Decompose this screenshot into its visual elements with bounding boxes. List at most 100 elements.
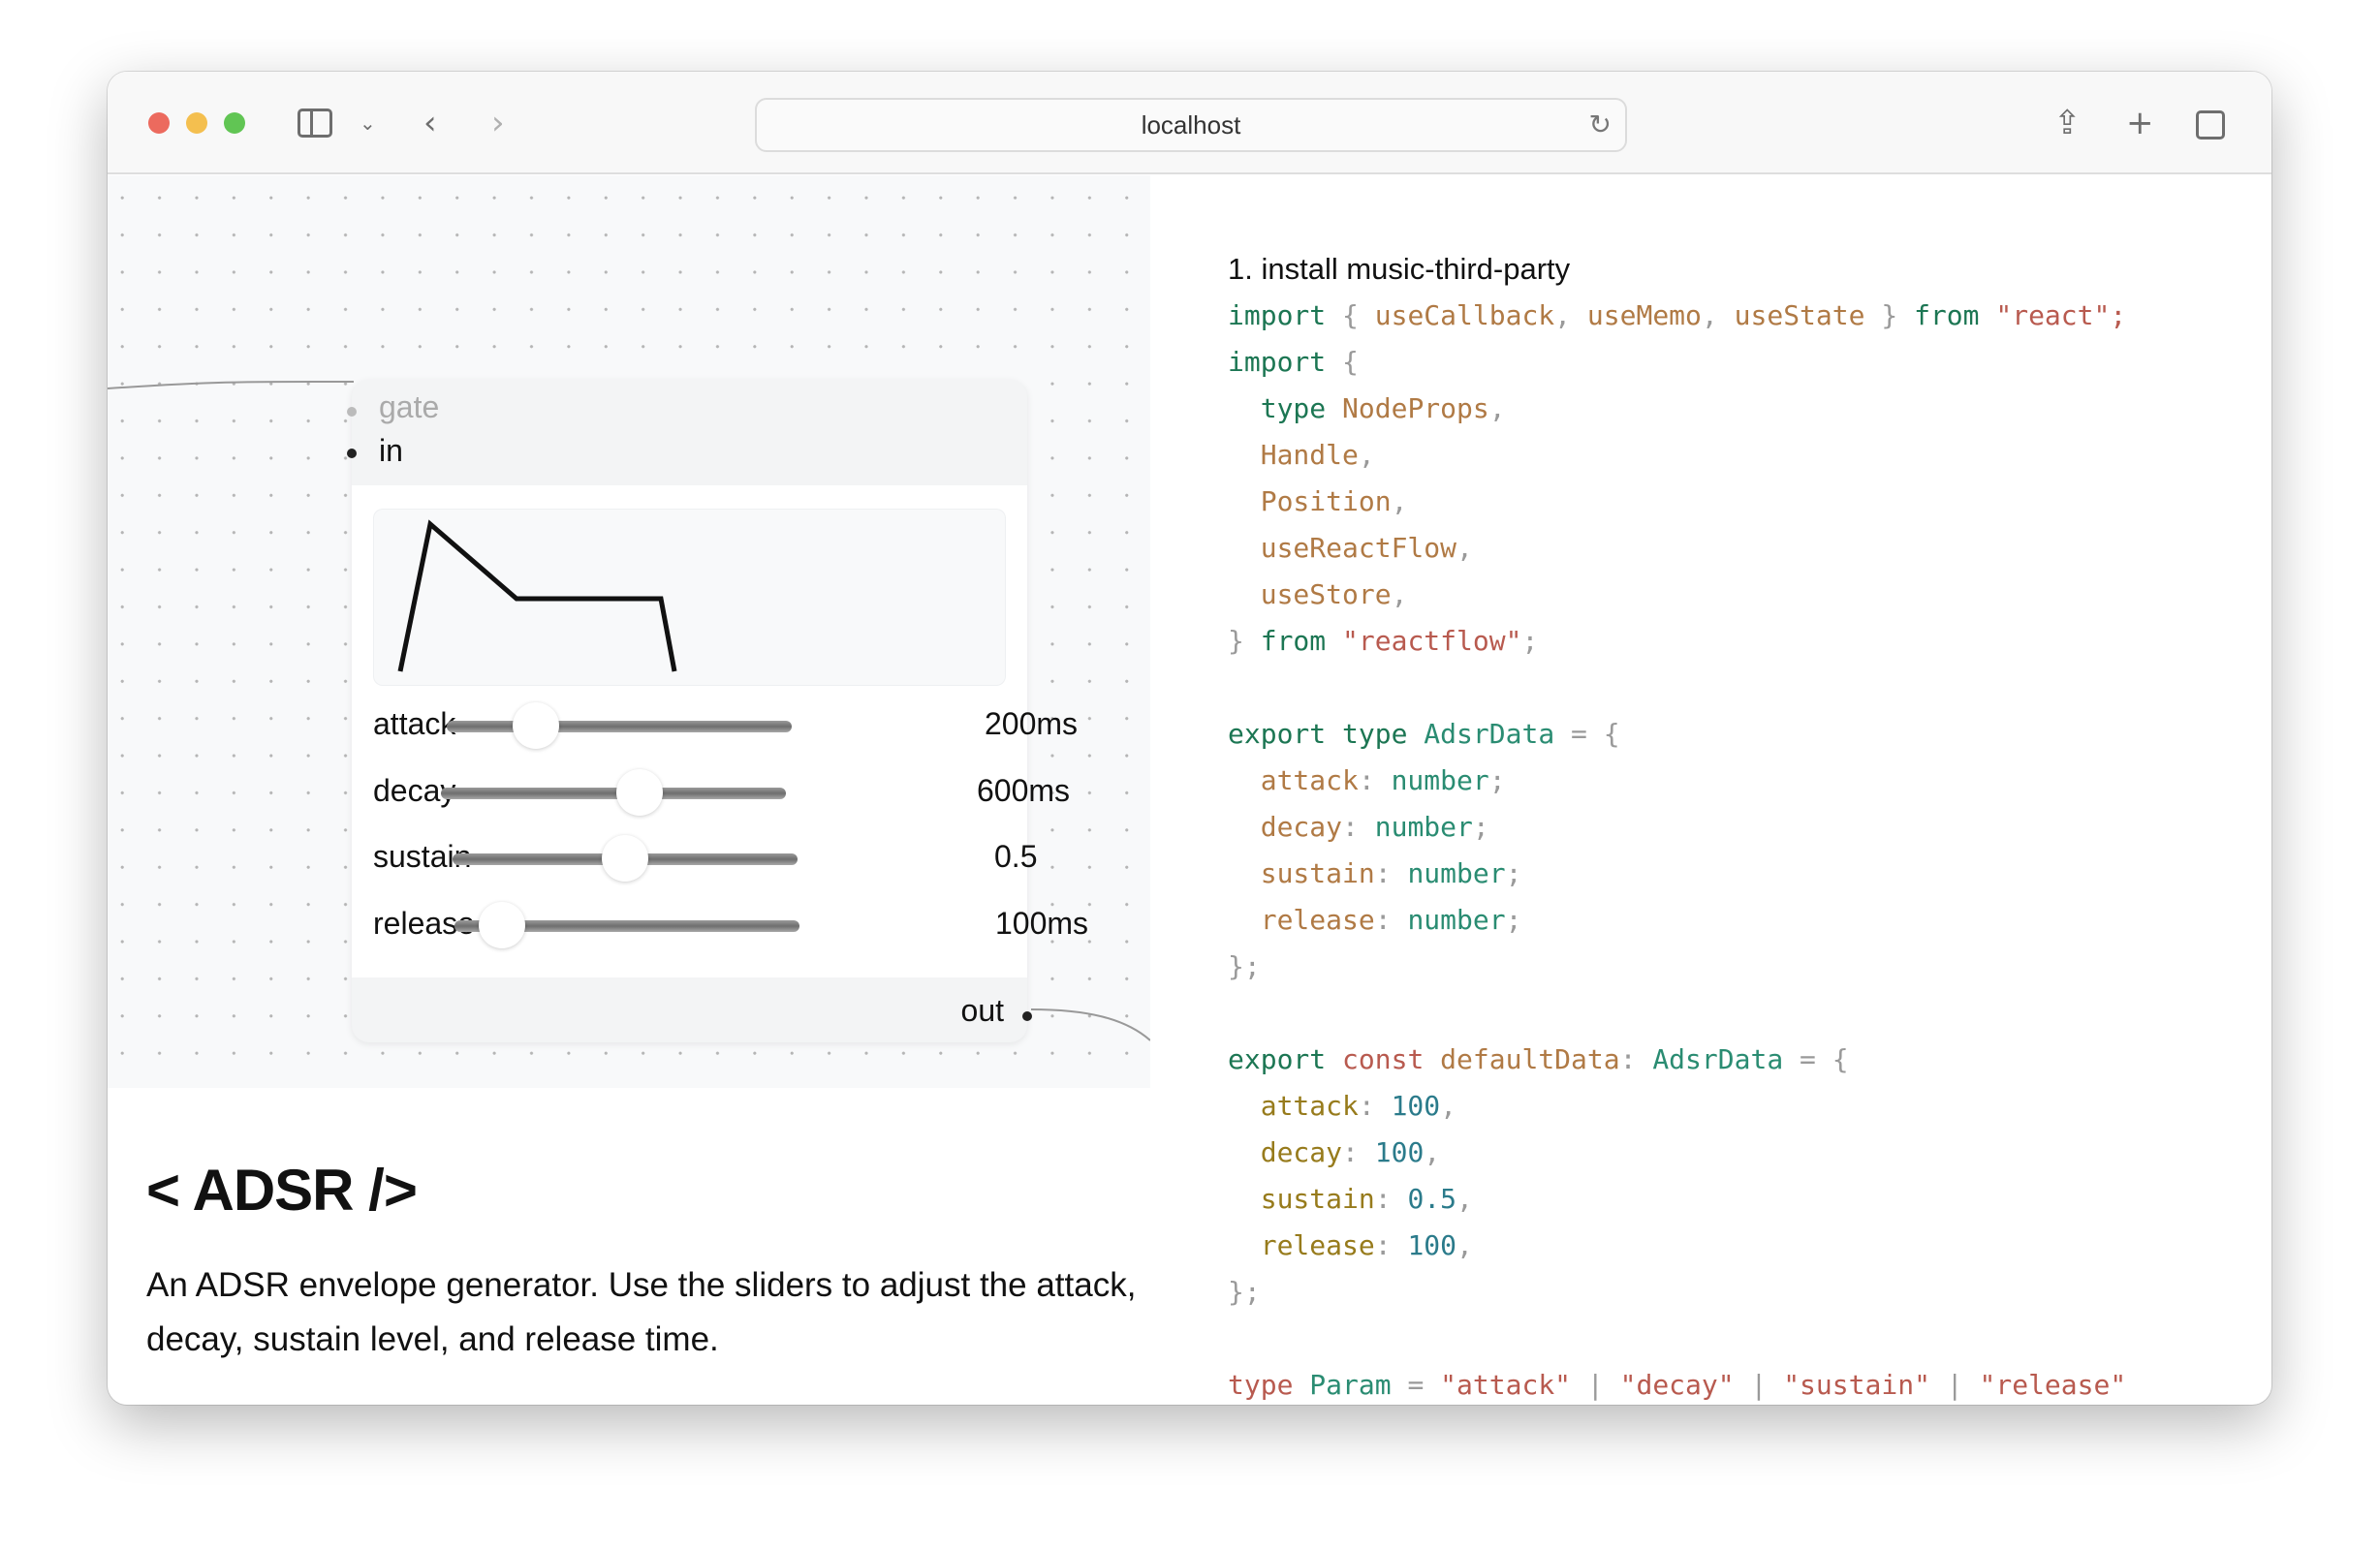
code-line: decay: 100, <box>1228 1130 2197 1176</box>
code-token: ; <box>1505 904 1522 936</box>
slider-row-decay: decay 600ms <box>373 769 1070 818</box>
code-token: Handle <box>1228 439 1359 471</box>
code-line: } from "reactflow"; <box>1228 618 2197 665</box>
release-slider[interactable] <box>454 902 799 948</box>
code-token: 100 <box>1374 1136 1425 1168</box>
out-handle[interactable] <box>1022 1011 1032 1021</box>
code-token: }; <box>1228 1276 1261 1308</box>
minimize-window-button[interactable] <box>186 112 207 134</box>
edges <box>108 380 1150 1041</box>
code-token: "reactflow" <box>1326 625 1522 657</box>
code-token: "release" <box>1979 1369 2127 1401</box>
code-token: : <box>1358 1090 1392 1122</box>
decay-slider[interactable] <box>441 769 786 816</box>
code-token: useStore <box>1228 578 1392 610</box>
slider-value: 0.5 <box>994 839 1038 874</box>
chevron-down-icon[interactable]: ⌄ <box>360 111 376 135</box>
code-token: , <box>1424 1136 1441 1168</box>
tab-overview-icon[interactable] <box>2196 110 2225 140</box>
code-line: }; <box>1228 1269 2197 1316</box>
forward-button[interactable]: › <box>491 104 505 142</box>
code-token: "react"; <box>1979 299 2127 331</box>
sidebar-toggle-icon[interactable] <box>298 108 332 138</box>
code-token: export <box>1228 718 1327 750</box>
attack-slider[interactable] <box>447 702 792 749</box>
code-line: sustain: 0.5, <box>1228 1176 2197 1223</box>
code-token: , <box>1554 299 1587 331</box>
code-token: AdsrData <box>1407 718 1555 750</box>
code-token: type <box>1228 392 1327 424</box>
code-token: }; <box>1228 950 1261 982</box>
code-token: = { <box>1554 718 1620 750</box>
back-button[interactable]: ‹ <box>423 104 437 142</box>
code-token: number <box>1407 904 1506 936</box>
code-token: | <box>1734 1369 1784 1401</box>
code-token: : <box>1342 811 1375 843</box>
browser-toolbar: ⌄ ‹ › localhost ↻ ⇪ + <box>108 72 2271 174</box>
code-token: AdsrData <box>1652 1043 1784 1075</box>
code-line <box>1228 665 2197 711</box>
code-token: : <box>1374 904 1408 936</box>
code-line: Position, <box>1228 479 2197 525</box>
code-token: useReactFlow <box>1228 532 1457 564</box>
code-token: , <box>1488 392 1506 424</box>
code-token: number <box>1407 857 1506 889</box>
in-label: in <box>379 433 403 468</box>
new-tab-icon[interactable]: + <box>2126 104 2154 142</box>
code-token: sustain <box>1228 1183 1375 1215</box>
code-token: sustain <box>1228 857 1375 889</box>
maximize-window-button[interactable] <box>224 112 245 134</box>
gate-handle[interactable] <box>347 407 357 417</box>
slider-thumb[interactable] <box>602 835 648 882</box>
address-bar[interactable]: localhost ↻ <box>755 98 1627 152</box>
code-token: | <box>1929 1369 1980 1401</box>
code-line: type Param = "attack" | "decay" | "susta… <box>1228 1362 2197 1405</box>
share-icon[interactable]: ⇪ <box>2053 104 2082 142</box>
reload-icon[interactable]: ↻ <box>1588 108 1612 140</box>
code-block: import { useCallback, useMemo, useState … <box>1228 293 2197 1405</box>
code-token: , <box>1358 439 1375 471</box>
slider-thumb[interactable] <box>615 769 663 816</box>
node-body: attack 200ms decay 600ms sustain 0.5 releas… <box>352 485 1088 977</box>
code-line: attack: 100, <box>1228 1083 2197 1130</box>
envelope-display <box>373 509 1006 686</box>
component-description: < ADSR /> An ADSR envelope generator. Us… <box>146 1157 1154 1367</box>
slider-row-release: release 100ms <box>373 902 1088 950</box>
code-line: import { useCallback, useMemo, useState … <box>1228 293 2197 339</box>
sustain-slider[interactable] <box>453 835 798 882</box>
code-token: : <box>1374 857 1408 889</box>
code-line <box>1228 1316 2197 1362</box>
code-token: Position <box>1228 485 1392 517</box>
adsr-node[interactable]: gate in attack 200ms decay 600ms sustain 0… <box>347 380 1088 1042</box>
code-token: useCallback <box>1374 299 1555 331</box>
edge-in <box>108 380 355 389</box>
flow-canvas[interactable]: gate in attack 200ms decay 600ms sustain 0… <box>108 175 1150 1088</box>
code-token: = { <box>1783 1043 1849 1075</box>
slider-thumb[interactable] <box>478 902 525 948</box>
close-window-button[interactable] <box>148 112 170 134</box>
code-token: | <box>1571 1369 1620 1401</box>
edge-out <box>1030 1008 1150 1041</box>
code-token: { <box>1326 299 1375 331</box>
code-token: ; <box>1472 811 1489 843</box>
code-token: = <box>1391 1369 1441 1401</box>
code-token: : <box>1619 1043 1653 1075</box>
code-token: } <box>1228 625 1261 657</box>
in-handle[interactable] <box>347 449 357 458</box>
code-line: export const defaultData: AdsrData = { <box>1228 1037 2197 1083</box>
code-line: import { <box>1228 339 2197 386</box>
code-token: attack <box>1228 1090 1359 1122</box>
code-token: number <box>1374 811 1473 843</box>
code-token: import <box>1228 346 1327 378</box>
code-line: }; <box>1228 944 2197 990</box>
code-token: , <box>1456 1229 1473 1261</box>
code-token: , <box>1456 1183 1473 1215</box>
code-token: useMemo <box>1586 299 1702 331</box>
code-line: type NodeProps, <box>1228 386 2197 432</box>
slider-value: 600ms <box>977 773 1071 808</box>
code-token: , <box>1391 485 1408 517</box>
slider-thumb[interactable] <box>512 702 559 749</box>
code-line: Handle, <box>1228 432 2197 479</box>
code-token: NodeProps <box>1326 392 1489 424</box>
code-token: , <box>1391 578 1408 610</box>
